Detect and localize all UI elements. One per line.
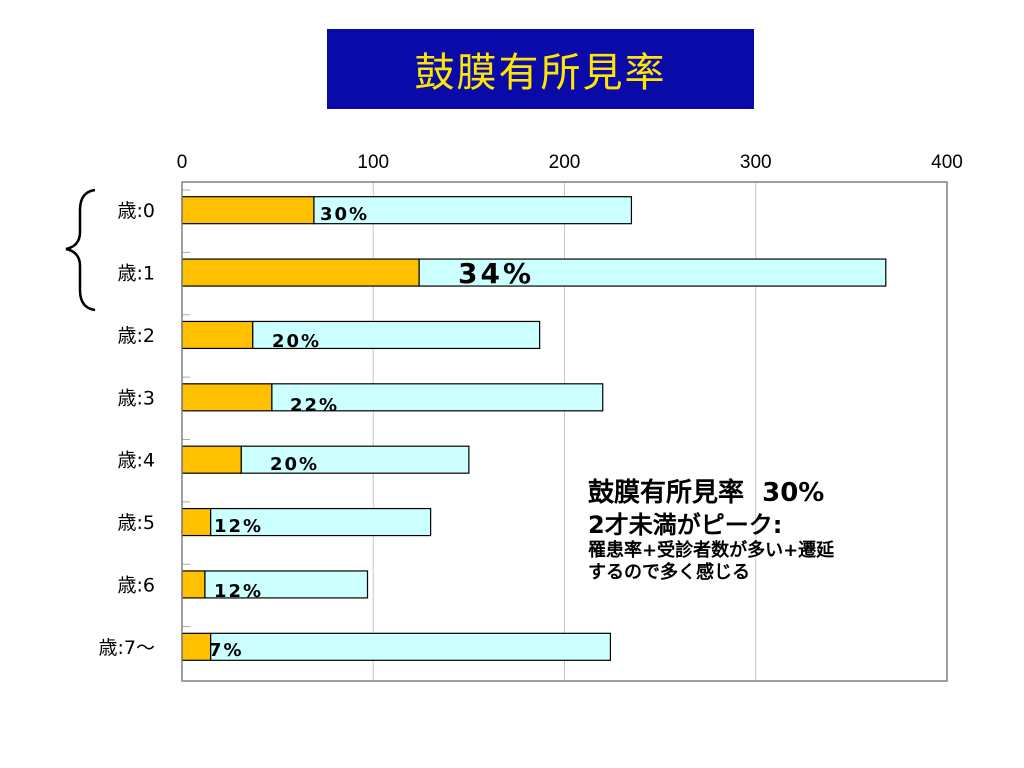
y-category-label: 歳:1 [118, 263, 156, 285]
plot-area-border [181, 181, 948, 682]
bar-segment [181, 632, 212, 661]
bar-percent-label: 22% [290, 395, 339, 416]
bar-segment [313, 196, 633, 225]
slide-title: 鼓膜有所見率 [414, 50, 667, 96]
bars [181, 196, 887, 661]
bar-segment [418, 258, 887, 287]
bar-segment [181, 507, 212, 537]
brace-icon [65, 188, 96, 312]
bar-percent-label: 20% [272, 331, 321, 352]
bar-percent-label: 12% [214, 516, 263, 537]
x-tick-label: 200 [549, 152, 581, 173]
annotation-line1: 鼓膜有所見率 30% [588, 478, 825, 508]
bar-segment [181, 383, 273, 412]
labels: 0 100 200 300 400 歳:0 歳:1 歳:2 歳:3 歳:4 歳:5 歳:6 歳:7〜 30… [99, 152, 963, 661]
plot-frame [181, 181, 948, 682]
x-tick-label: 100 [357, 152, 389, 173]
bar-percent-label: 12% [214, 581, 263, 602]
x-tick-label: 400 [931, 152, 963, 173]
bar-segment [210, 632, 611, 661]
bar-segment [204, 570, 369, 599]
annotation: 鼓膜有所見率 30% 2才未満がピーク: 罹患率+受診者数が多い+遷延 するので… [588, 477, 948, 585]
title-banner: 鼓膜有所見率 [327, 29, 754, 109]
bar-segment [252, 320, 541, 350]
x-tick-label: 0 [177, 152, 188, 173]
bar-percent-label: 7% [209, 640, 244, 661]
bar-percent-label: 20% [270, 454, 319, 475]
bar-segment [210, 507, 432, 537]
annotation-line2: 2才未満がピーク: [588, 510, 783, 539]
y-category-label: 歳:6 [118, 574, 156, 596]
y-category-label: 歳:3 [118, 387, 156, 409]
annotation-line4: するので多く感じる [588, 562, 750, 583]
bar-percent-label: 34% [458, 257, 534, 290]
y-category-label: 歳:7〜 [99, 637, 156, 659]
y-category-label: 歳:0 [118, 200, 156, 222]
bar-segment [181, 445, 242, 474]
bar-segment [181, 258, 420, 287]
y-category-label: 歳:2 [118, 325, 156, 347]
bar-segment [181, 320, 254, 350]
annotation-line3: 罹患率+受診者数が多い+遷延 [588, 539, 835, 561]
bar-segment [181, 196, 315, 225]
x-tick-label: 300 [740, 152, 772, 173]
bar-segment [240, 445, 470, 474]
y-category-label: 歳:5 [118, 512, 156, 534]
bar-segment [181, 570, 206, 599]
y-category-label: 歳:4 [118, 450, 156, 472]
bar-segment [271, 383, 604, 412]
bar-percent-label: 30% [320, 204, 369, 225]
